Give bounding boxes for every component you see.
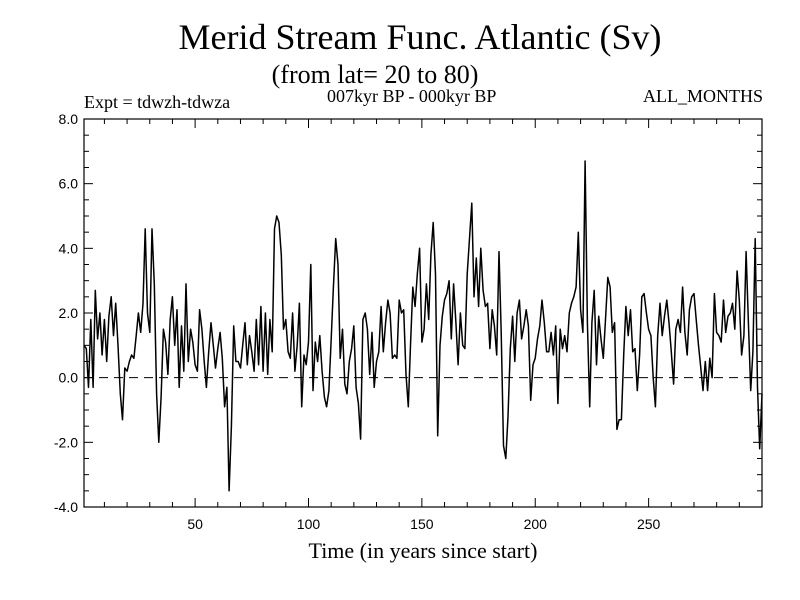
series-line: [83, 160, 763, 492]
period-label: 007kyr BP - 000kyr BP: [327, 86, 497, 106]
y-tick-label: 8.0: [59, 111, 79, 127]
experiment-label: Expt = tdwzh-tdwza: [84, 92, 231, 112]
y-tick-label: 6.0: [59, 176, 79, 192]
months-label: ALL_MONTHS: [643, 86, 763, 106]
y-tick-label: -4.0: [54, 499, 78, 515]
chart-title: Merid Stream Func. Atlantic (Sv): [178, 17, 662, 57]
x-tick-label: 200: [524, 516, 548, 532]
y-tick-label: 4.0: [59, 240, 79, 256]
chart-subtitle: (from lat= 20 to 80): [271, 60, 479, 89]
x-tick-label: 50: [187, 516, 203, 532]
x-tick-label: 150: [410, 516, 434, 532]
y-tick-label: 2.0: [59, 305, 79, 321]
x-tick-label: 250: [637, 516, 661, 532]
x-tick-label: 100: [297, 516, 321, 532]
axis-ticks: [84, 118, 763, 508]
y-tick-label: -2.0: [54, 434, 78, 450]
axis-tick-labels: -4.0 -2.0 0.0 2.0 4.0 6.0 8.0 50 100 150 200 250: [54, 111, 661, 532]
y-tick-label: 0.0: [59, 370, 79, 386]
x-axis-label: Time (in years since start): [308, 538, 538, 563]
